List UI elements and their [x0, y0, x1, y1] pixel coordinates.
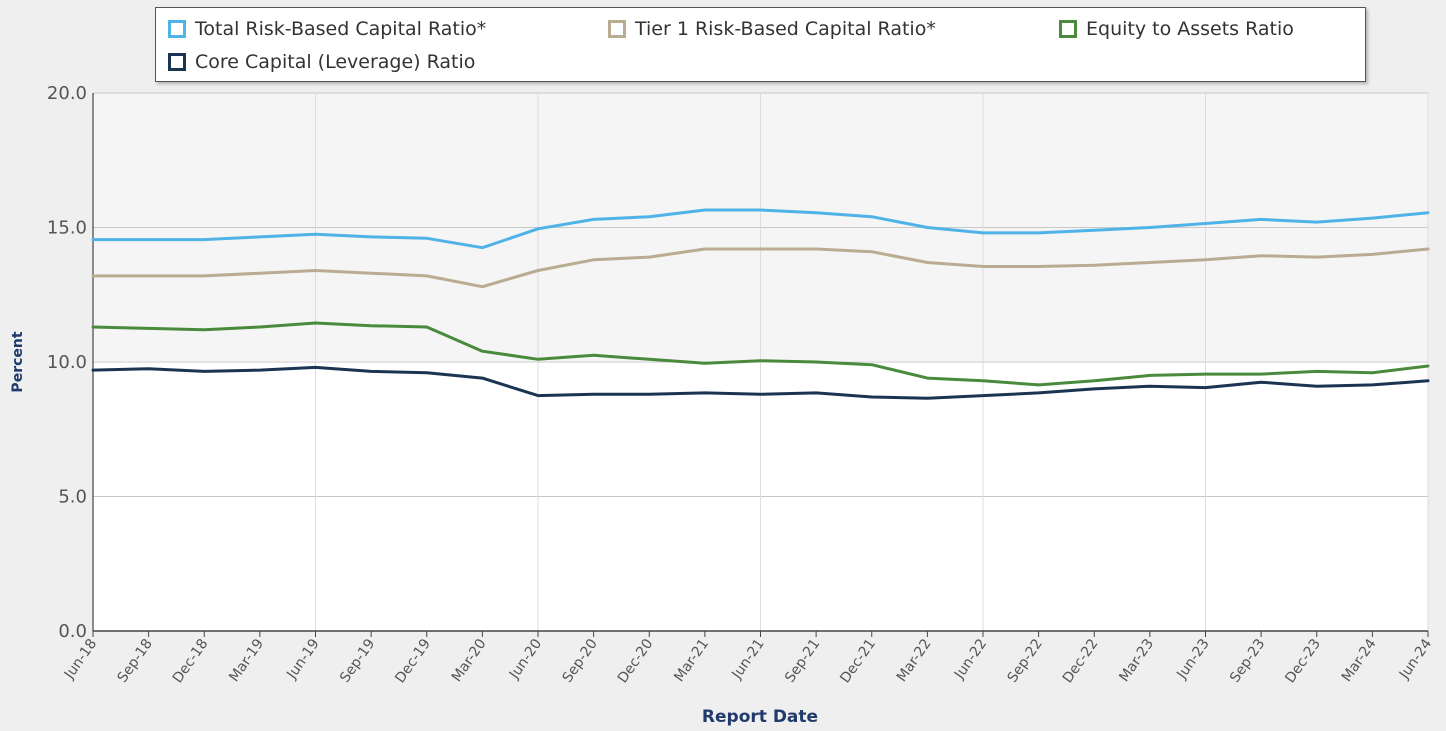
x-tick-label: Sep-19	[337, 636, 378, 686]
x-tick-label: Mar-20	[449, 636, 490, 685]
legend-label-equity: Equity to Assets Ratio	[1086, 18, 1294, 40]
legend-item-equity[interactable]: Equity to Assets Ratio	[1059, 18, 1294, 40]
y-tick-label: 10.0	[47, 352, 87, 373]
legend-swatch-core-capital	[168, 53, 186, 71]
x-tick-label: Sep-20	[560, 636, 601, 686]
x-tick-label: Jun-18	[61, 636, 100, 683]
x-tick-label: Jun-22	[951, 636, 990, 683]
x-tick-label: Mar-23	[1116, 636, 1157, 685]
x-tick-label: Sep-23	[1227, 636, 1268, 686]
series-line-3	[91, 365, 1430, 400]
x-tick-label: Dec-20	[615, 636, 657, 686]
series-line-2	[91, 321, 1430, 387]
x-tick-label: Jun-23	[1173, 636, 1212, 683]
y-tick-label: 0.0	[58, 621, 87, 642]
x-tick-label: Dec-18	[170, 636, 212, 686]
y-tick-label: 5.0	[58, 487, 87, 508]
legend-item-tier1[interactable]: Tier 1 Risk-Based Capital Ratio*	[608, 18, 936, 40]
legend-swatch-equity	[1059, 20, 1077, 38]
legend-swatch-tier1	[608, 20, 626, 38]
x-tick-label: Jun-19	[283, 636, 322, 683]
x-tick-label: Jun-20	[506, 636, 545, 683]
x-tick-label: Sep-18	[115, 636, 156, 686]
legend-item-total-risk[interactable]: Total Risk-Based Capital Ratio*	[168, 18, 486, 40]
legend-label-tier1: Tier 1 Risk-Based Capital Ratio*	[635, 18, 936, 40]
legend-item-core-capital[interactable]: Core Capital (Leverage) Ratio	[168, 51, 475, 73]
series-line-0	[91, 208, 1430, 250]
chart-legend: Total Risk-Based Capital Ratio* Tier 1 R…	[155, 7, 1366, 82]
x-tick-label: Sep-21	[782, 636, 823, 686]
x-tick-label: Mar-24	[1339, 636, 1380, 685]
legend-swatch-total-risk	[168, 20, 186, 38]
x-tick-label: Dec-23	[1282, 636, 1324, 686]
x-tick-label: Mar-21	[671, 636, 712, 685]
x-tick-label: Mar-19	[226, 636, 267, 685]
y-tick-label: 15.0	[47, 218, 87, 239]
series-lines	[91, 208, 1430, 400]
x-tick-label: Jun-24	[1396, 636, 1435, 683]
x-axis-title: Report Date	[702, 707, 818, 727]
x-tick-label: Jun-21	[728, 636, 767, 683]
legend-label-core-capital: Core Capital (Leverage) Ratio	[195, 51, 476, 73]
legend-label-total-risk: Total Risk-Based Capital Ratio*	[195, 18, 487, 40]
series-line-1	[91, 247, 1430, 289]
x-tick-label: Dec-19	[392, 636, 434, 686]
y-tick-label: 20.0	[47, 83, 87, 104]
x-tick-label: Sep-22	[1005, 636, 1046, 686]
x-tick-label: Dec-21	[837, 636, 879, 686]
x-tick-label: Mar-22	[894, 636, 935, 685]
y-axis-title: Percent	[10, 331, 26, 392]
x-tick-label: Dec-22	[1060, 636, 1102, 686]
